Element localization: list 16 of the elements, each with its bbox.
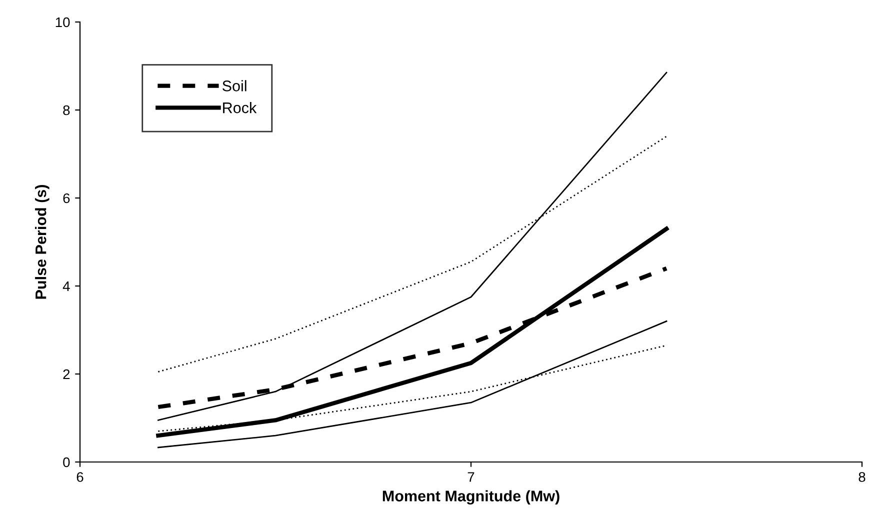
x-tick-label: 8 <box>858 472 866 482</box>
x-axis-title: Moment Magnitude (Mw) <box>382 490 560 505</box>
line-series <box>158 320 668 448</box>
y-tick-label: 8 <box>63 105 70 116</box>
y-tick-label: 0 <box>63 457 70 468</box>
legend-label: Rock <box>223 102 257 114</box>
y-tick-label: 2 <box>63 369 70 380</box>
x-tick-label: 7 <box>468 472 474 482</box>
y-tick-label: 10 <box>56 17 70 28</box>
y-tick-label: 6 <box>63 193 70 204</box>
legend-label: Soil <box>222 80 246 92</box>
line-series <box>156 226 669 438</box>
y-axis-title: Pulse Period (s) <box>35 185 50 299</box>
y-tick-label: 4 <box>62 281 70 292</box>
x-tick-label: 6 <box>76 472 84 482</box>
line-series <box>158 72 668 421</box>
